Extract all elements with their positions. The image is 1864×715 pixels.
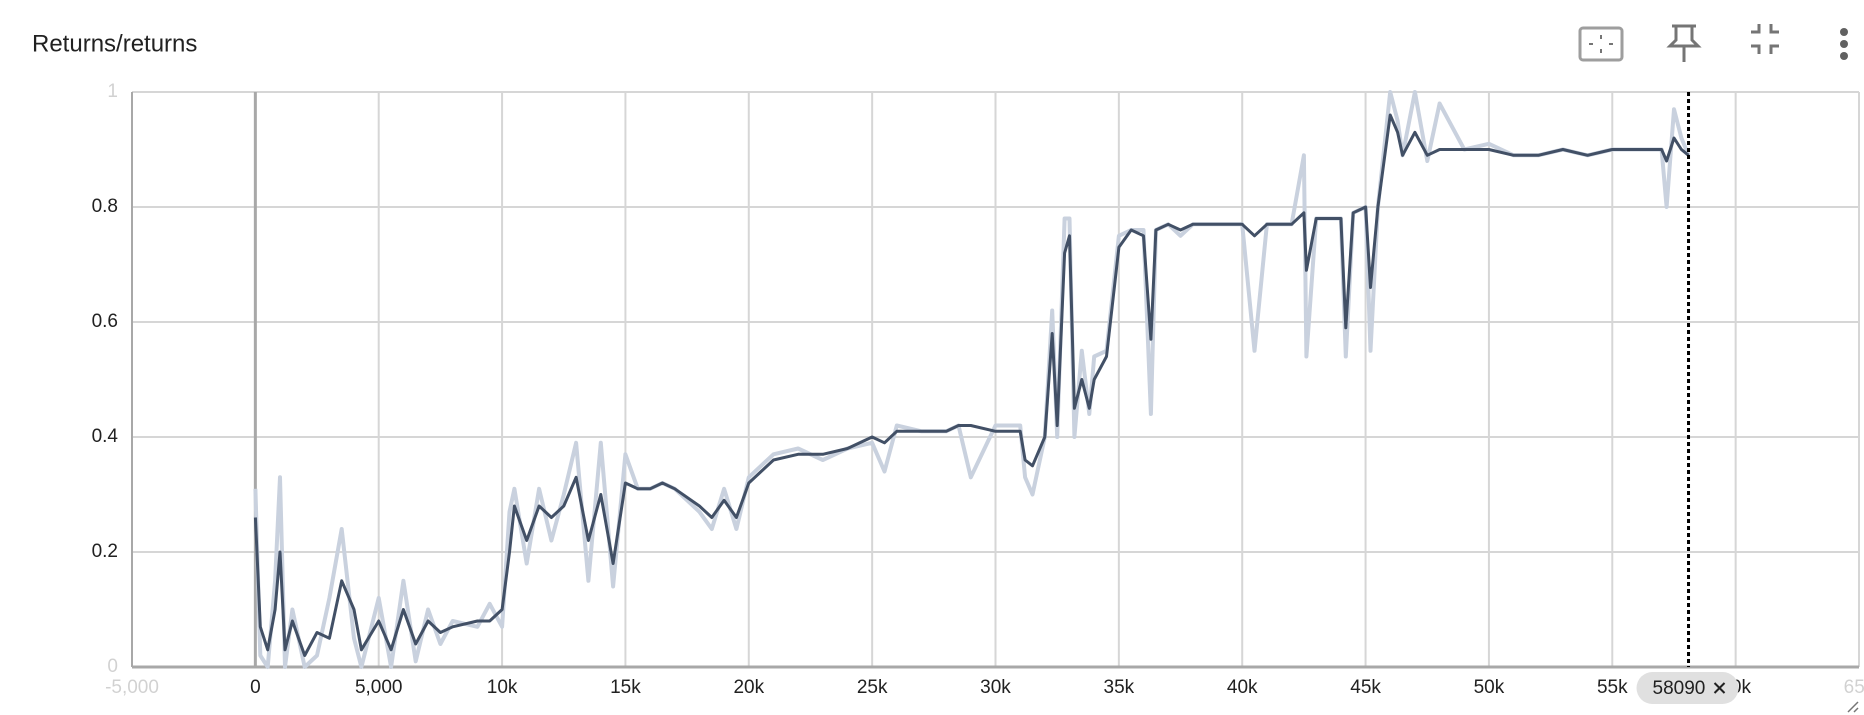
y-tick-label: 0.2	[92, 541, 118, 562]
x-tick-label: 25k	[857, 677, 888, 698]
x-tick-label: 20k	[733, 677, 764, 698]
y-tick-label: 0.4	[92, 426, 119, 447]
x-tick-label: 65k	[1844, 677, 1864, 698]
series-line	[253, 90, 1691, 669]
plot: 00.20.40.60.81-5,000 0 5,000 10k 15k 20k 25k 30…	[92, 81, 1864, 704]
step-label: 58090	[1653, 678, 1706, 699]
x-tick-label: 55k	[1597, 677, 1628, 698]
toolbar	[1578, 24, 1848, 62]
x-tick-label: 15k	[610, 677, 641, 698]
x-tick-label: 0	[250, 677, 261, 698]
step-pill	[1636, 672, 1739, 704]
x-tick-label: 5,000	[355, 677, 403, 698]
x-tick-label: 35k	[1104, 677, 1135, 698]
step-close[interactable]	[1713, 682, 1726, 694]
x-tick-label: 50k	[1474, 677, 1505, 698]
chart-title: Returns/returns	[32, 30, 197, 57]
y-tick-label: 0.6	[92, 311, 118, 332]
more-button[interactable]	[1840, 28, 1848, 60]
y-tick-label: 0.8	[92, 196, 118, 217]
fit-domain-button[interactable]	[1578, 26, 1624, 62]
y-tick-label: 0	[107, 656, 118, 677]
resize-handle[interactable]	[1847, 701, 1859, 713]
series-line	[253, 113, 1690, 657]
pin-button[interactable]	[1666, 24, 1702, 62]
collapse-button[interactable]	[1751, 24, 1779, 54]
x-tick-label: -5,000	[105, 677, 159, 698]
y-tick-label: 1	[107, 81, 118, 102]
x-tick-label: 45k	[1350, 677, 1381, 698]
x-tick-label: 10k	[487, 677, 518, 698]
x-tick-label: 30k	[980, 677, 1011, 698]
close-icon	[1713, 682, 1726, 694]
x-tick-label: 40k	[1227, 677, 1258, 698]
